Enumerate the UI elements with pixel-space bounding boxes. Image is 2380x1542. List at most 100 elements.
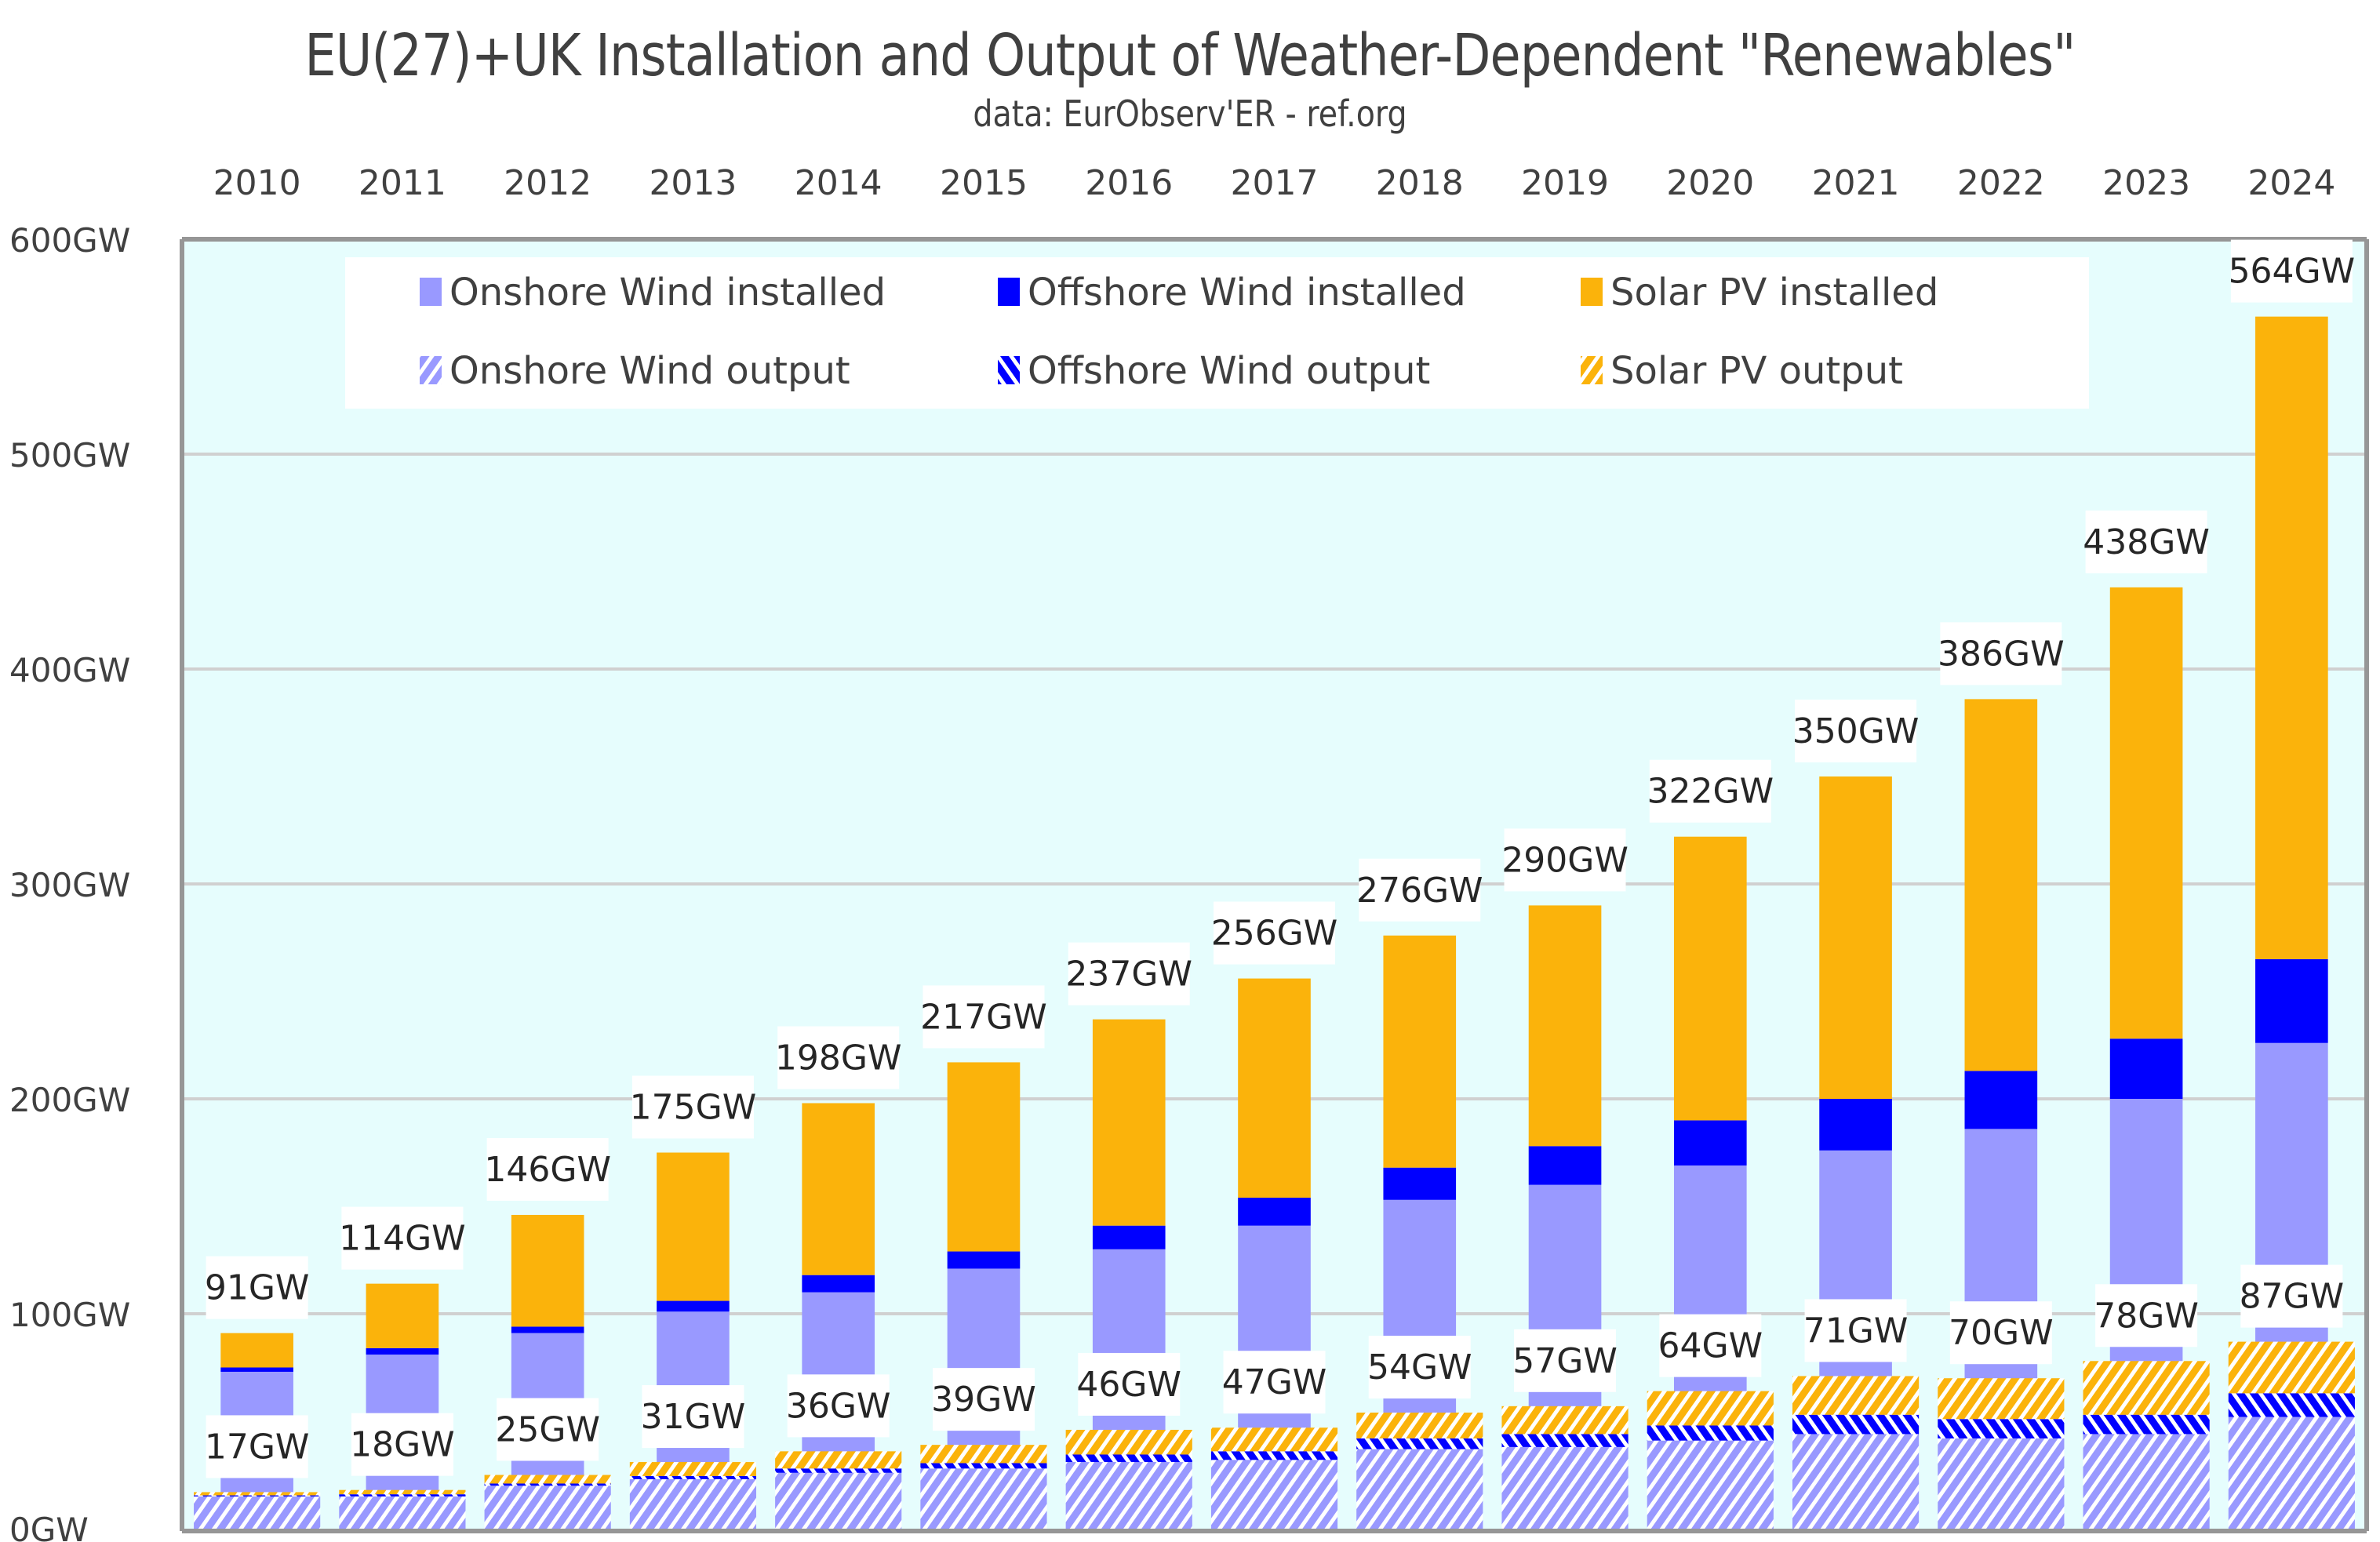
bar-offshore-installed — [1383, 1167, 1457, 1200]
output-total-label-box — [1514, 1329, 1617, 1392]
installed-total-label: 114GW — [339, 1219, 466, 1259]
bar-offshore-installed — [1092, 1225, 1166, 1249]
output-total-label: 78GW — [2094, 1296, 2199, 1336]
output-total-label: 31GW — [641, 1397, 746, 1437]
installed-total-label: 386GW — [1938, 634, 2065, 674]
x-tick-label: 2019 — [1521, 163, 1609, 203]
bar-offshore-output — [1647, 1425, 1774, 1441]
installed-total-label: 237GW — [1065, 955, 1192, 995]
output-total-label-box — [1659, 1314, 1762, 1377]
installed-total-label: 276GW — [1356, 871, 1483, 911]
x-tick-label: 2022 — [1957, 163, 2045, 203]
bar-offshore-output — [1501, 1434, 1629, 1447]
bar-solar-output — [1065, 1429, 1192, 1455]
output-total-label-box — [1368, 1336, 1471, 1399]
y-tick-label: 600GW — [9, 221, 130, 260]
bar-onshore-output — [2228, 1417, 2355, 1529]
bar-offshore-installed — [2255, 958, 2328, 1043]
output-total-label-box — [2240, 1264, 2343, 1328]
bar-solar-installed — [1383, 935, 1457, 1168]
installed-total-label-box — [923, 985, 1045, 1049]
output-total-label: 46GW — [1076, 1365, 1181, 1405]
bar-solar-output — [339, 1489, 466, 1495]
x-tick-label: 2015 — [940, 163, 1028, 203]
output-total-label-box — [351, 1413, 453, 1476]
solar-installed-swatch — [1581, 278, 1603, 306]
bar-solar-output — [484, 1475, 611, 1484]
output-total-label: 25GW — [495, 1410, 600, 1450]
onshore-installed-swatch — [420, 278, 442, 306]
bar-onshore-output — [484, 1486, 611, 1529]
bar-onshore-output — [1647, 1440, 1774, 1529]
bar-solar-installed — [511, 1214, 584, 1327]
bar-offshore-installed — [1964, 1071, 2038, 1129]
output-total-label: 18GW — [350, 1425, 455, 1465]
bar-offshore-installed — [1528, 1146, 1602, 1185]
bar-solar-installed — [2109, 587, 2183, 1039]
output-total-label-box — [206, 1415, 308, 1478]
x-tick-label: 2018 — [1376, 163, 1464, 203]
y-tick-label: 200GW — [9, 1081, 130, 1119]
bar-offshore-installed — [2109, 1038, 2183, 1099]
output-total-label: 17GW — [205, 1427, 310, 1467]
legend-label: Solar PV installed — [1610, 271, 1938, 315]
output-total-label-box — [642, 1385, 744, 1449]
installed-total-label-box — [1940, 622, 2062, 686]
chart-subtitle: data: EurObserv'ER - ref.org — [973, 93, 1407, 135]
bar-onshore-output — [629, 1478, 757, 1529]
bar-offshore-output — [1938, 1419, 2065, 1438]
chart-title: EU(27)+UK Installation and Output of Wea… — [304, 22, 2076, 89]
bar-solar-installed — [1819, 776, 1892, 1099]
bar-offshore-output — [920, 1463, 1047, 1469]
installed-total-label-box — [341, 1206, 464, 1270]
offshore-output-swatch — [998, 356, 1020, 384]
bar-onshore-output — [920, 1468, 1047, 1529]
installed-total-label-box — [1795, 700, 1917, 762]
bar-offshore-output — [1792, 1414, 1920, 1435]
output-total-label: 54GW — [1367, 1347, 1472, 1387]
x-tick-label: 2023 — [2102, 163, 2190, 203]
output-total-label: 71GW — [1803, 1311, 1909, 1351]
output-total-label-box — [1078, 1352, 1181, 1416]
bar-onshore-output — [1938, 1438, 2065, 1529]
output-total-label-box — [1949, 1301, 2052, 1365]
bar-onshore-output — [1792, 1434, 1920, 1529]
bar-offshore-installed — [1819, 1099, 1892, 1151]
installed-total-label: 146GW — [484, 1150, 611, 1190]
solar-output-swatch — [1581, 356, 1603, 384]
bar-solar-output — [920, 1445, 1047, 1464]
output-total-label-box — [497, 1398, 599, 1461]
output-total-label: 57GW — [1512, 1341, 1618, 1381]
y-tick-label: 500GW — [9, 436, 130, 475]
output-total-label-box — [787, 1374, 890, 1438]
installed-total-label: 290GW — [1501, 840, 1629, 880]
bar-offshore-installed — [1673, 1120, 1747, 1166]
bar-offshore-output — [1210, 1451, 1338, 1460]
bar-solar-installed — [1528, 905, 1602, 1147]
installed-total-label-box — [2085, 510, 2207, 573]
bar-solar-output — [194, 1492, 321, 1496]
output-total-label-box — [1223, 1351, 1326, 1414]
x-tick-label: 2017 — [1231, 163, 1319, 203]
y-tick-label: 0GW — [9, 1511, 89, 1542]
installed-total-label: 175GW — [630, 1088, 757, 1128]
legend-label: Offshore Wind output — [1028, 349, 1430, 393]
bar-offshore-installed — [220, 1367, 293, 1372]
bar-onshore-output — [1356, 1449, 1483, 1529]
y-tick-label: 300GW — [9, 866, 130, 904]
installed-total-label: 217GW — [920, 997, 1047, 1037]
x-tick-label: 2013 — [649, 163, 737, 203]
output-total-label-box — [932, 1368, 1035, 1431]
bar-offshore-installed — [947, 1251, 1021, 1269]
bar-onshore-output — [194, 1496, 321, 1529]
bar-onshore-output — [1210, 1460, 1338, 1529]
x-tick-label: 2020 — [1666, 163, 1754, 203]
bar-offshore-installed — [511, 1326, 584, 1333]
y-tick-label: 400GW — [9, 651, 130, 689]
bar-solar-output — [1501, 1406, 1629, 1435]
x-tick-label: 2024 — [2247, 163, 2335, 203]
installed-total-label: 198GW — [775, 1038, 902, 1078]
bar-solar-installed — [657, 1152, 730, 1301]
installed-total-label-box — [1214, 901, 1335, 965]
